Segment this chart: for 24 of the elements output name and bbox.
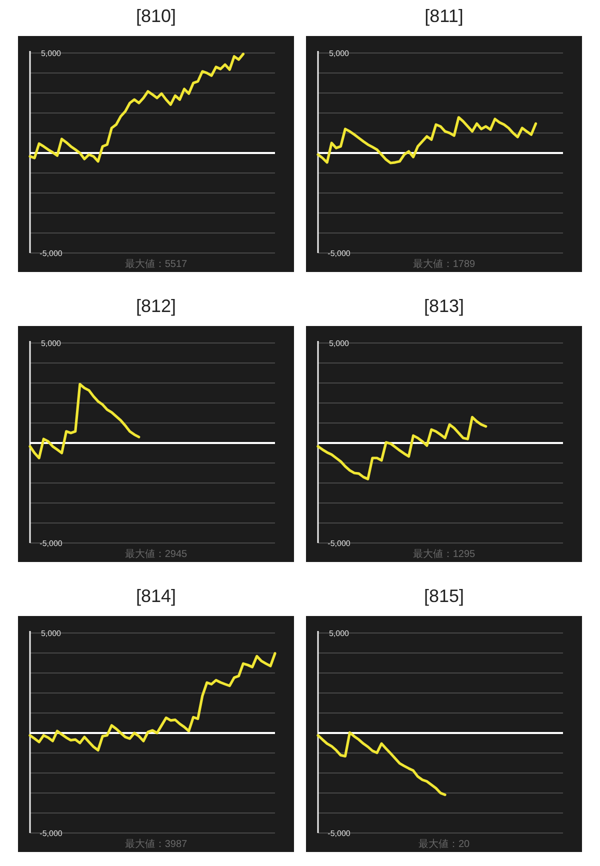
chart-title: [815] — [422, 586, 466, 607]
y-tick-label: -5,000 — [328, 249, 351, 258]
y-tick-label: 5,000 — [40, 339, 62, 348]
y-tick-label: 5,000 — [40, 629, 62, 638]
text: 最大値：1295 — [412, 548, 476, 560]
y-tick-label: -5,000 — [328, 539, 351, 548]
y-tick-label: 5,000 — [328, 339, 350, 348]
text: 最大値：3987 — [124, 838, 188, 850]
y-tick-label: -5,000 — [40, 539, 63, 548]
text: 最大値：20 — [418, 838, 470, 850]
y-tick-label: 5,000 — [40, 49, 62, 58]
y-tick-label: 5,000 — [328, 629, 350, 638]
y-tick-label: -5,000 — [328, 829, 351, 838]
chart-title: [810] — [134, 6, 178, 27]
text: 最大値：2945 — [124, 548, 188, 560]
chart-title: [813] — [422, 296, 466, 317]
y-tick-label: -5,000 — [40, 249, 63, 258]
chart-title: [811] — [424, 6, 464, 27]
text: 最大値：5517 — [124, 258, 188, 270]
chart-title: [814] — [134, 586, 178, 607]
y-tick-label: -5,000 — [40, 829, 63, 838]
y-tick-label: 5,000 — [328, 49, 350, 58]
text: 最大値：1789 — [412, 258, 476, 270]
chart-title: [812] — [134, 296, 178, 317]
